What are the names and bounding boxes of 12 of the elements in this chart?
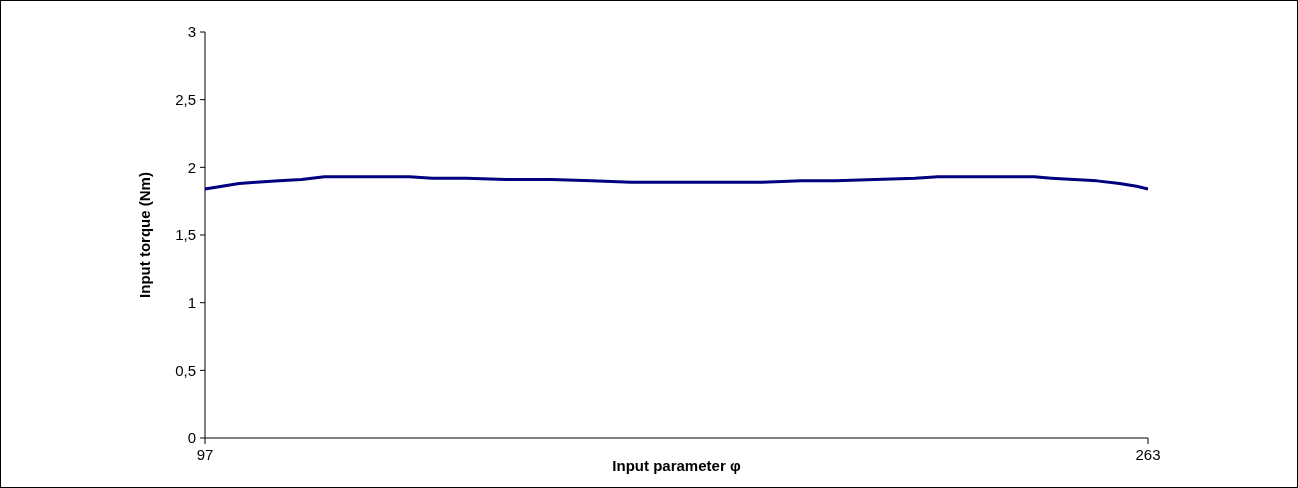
y-tick-label: 1 [187, 293, 196, 311]
y-tick-label: 2,5 [175, 90, 196, 108]
x-axis-title: Input parameter φ [612, 457, 741, 474]
y-tick-label: 1,5 [175, 226, 196, 244]
y-tick-label: 3 [187, 23, 196, 41]
y-tick-label: 0,5 [175, 361, 196, 379]
y-tick-label: 0 [187, 429, 196, 447]
line-series [203, 175, 1150, 191]
x-tick-label: 263 [1135, 446, 1161, 463]
y-axis-title: Input torque (Nm) [136, 172, 153, 298]
y-tick-label: 2 [187, 158, 196, 176]
x-tick-label: 97 [196, 446, 214, 463]
